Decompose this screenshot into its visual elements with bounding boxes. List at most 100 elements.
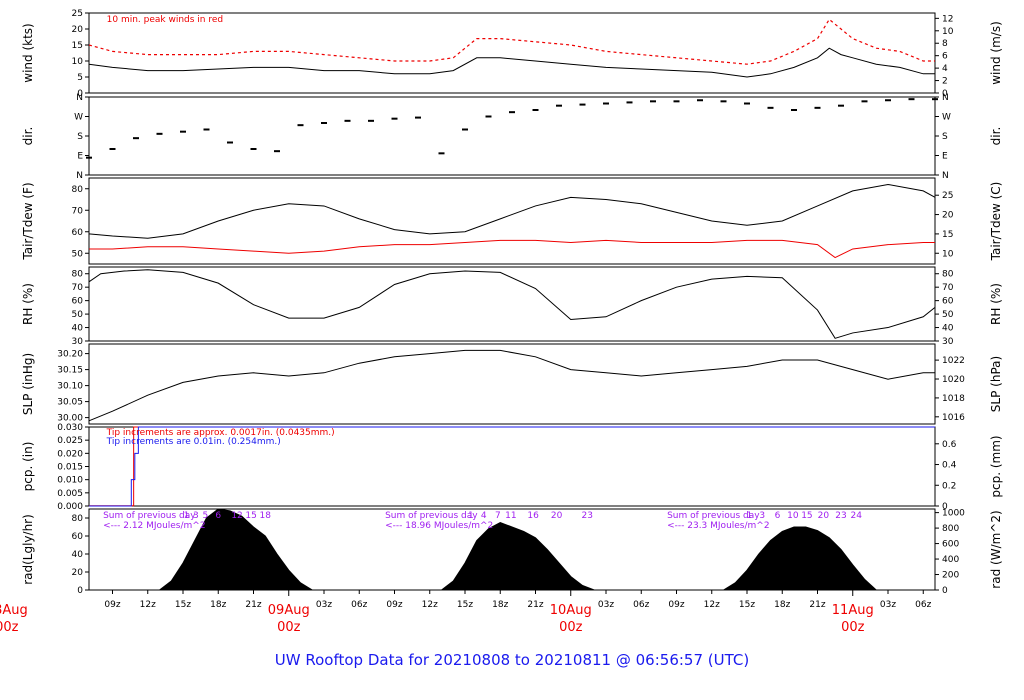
wind-right-tick-label: 4 — [942, 64, 948, 74]
dir-point — [250, 148, 257, 150]
x-day-hour: 00z — [0, 620, 19, 635]
wind-frame — [88, 12, 936, 94]
wind-right-tick-label: 8 — [942, 39, 948, 49]
time-axis: 09z 12z 15z 18z 21z 03z 06z 09z 12z 15z 18z 21z 03z 0… — [0, 590, 932, 635]
rh-left-tick-label: 50 — [72, 310, 84, 320]
dir-point — [603, 102, 609, 105]
wind-left-tick-label: 10 — [72, 57, 84, 67]
x-day-date: 09Aug — [268, 603, 310, 618]
wind-right-tick-label: 10 — [942, 27, 954, 37]
temp-series-tdew — [89, 239, 935, 259]
wind-right-tick-label: 12 — [942, 14, 953, 24]
rh-left-tick-label: 60 — [72, 297, 84, 307]
tip-large-note: Tip increments are 0.01in. (0.254mm.) — [106, 437, 281, 447]
radiation-hour-label: 12 — [231, 511, 242, 521]
pcp-right-tick-label: 0.4 — [942, 461, 957, 471]
x-day-date: 11Aug — [832, 603, 874, 618]
dir-right-tick-label: W — [942, 113, 951, 123]
panel-pcp: 0.000 0.005 0.010 0.015 0.020 0.025 0.030 0 0.2 0… — [21, 423, 1003, 512]
pcp-ylabel-right: pcp. (mm) — [989, 435, 1003, 497]
radiation-sum-value: <--- 18.96 MJoules/m^2 — [385, 521, 493, 531]
x-tick-label: 18z — [210, 600, 226, 610]
dir-point — [744, 102, 750, 105]
radiation-hour-label: 1 — [184, 511, 190, 521]
dir-point — [274, 150, 280, 153]
x-tick-label: 21z — [245, 600, 261, 610]
rh-ylabel: RH (%) — [21, 283, 35, 325]
temp-left-tick-label: 60 — [72, 228, 84, 238]
radiation-hour-label: 1 — [468, 511, 474, 521]
rh-right-tick-label: 40 — [942, 324, 954, 334]
x-tick-label: 09z — [386, 600, 402, 610]
radiation-hour-label: 23 — [835, 511, 846, 521]
x-tick-label: 06z — [915, 600, 931, 610]
rad-right-tick-label: 400 — [942, 555, 959, 565]
radiation-sum-label: Sum of previous day — [385, 511, 478, 521]
temp-right-tick-label: 10 — [942, 249, 954, 259]
rad-area — [158, 508, 315, 591]
rad-right-tick-label: 800 — [942, 524, 959, 534]
x-tick-label: 09z — [104, 600, 120, 610]
slp-left-tick-label: 30.00 — [57, 414, 83, 424]
dir-frame — [88, 96, 936, 176]
dir-left-tick-label: E — [77, 152, 83, 162]
dir-point — [532, 109, 539, 111]
x-tick-label: 15z — [175, 600, 191, 610]
radiation-hour-label: 20 — [818, 511, 830, 521]
dir-point — [626, 101, 633, 104]
dir-point — [650, 100, 656, 103]
dir-point — [767, 106, 774, 109]
radiation-hour-label: 20 — [551, 511, 563, 521]
dir-point — [697, 99, 703, 102]
dir-point — [180, 130, 186, 133]
dir-point — [509, 111, 515, 114]
x-day-hour: 00z — [559, 620, 583, 635]
pcp-left-tick-label: 0.020 — [57, 449, 83, 459]
rh-left-tick-label: 30 — [72, 337, 84, 347]
radiation-sum-value: <--- 2.12 MJoules/m^2 — [103, 521, 205, 531]
x-tick-label: 18z — [774, 600, 790, 610]
dir-point — [415, 116, 421, 119]
dir-point — [838, 104, 844, 107]
dir-point — [462, 128, 468, 131]
slp-right-tick-label: 1018 — [942, 394, 965, 404]
rad-ylabel: rad(Lgly/hr) — [21, 514, 35, 585]
radiation-hour-label: 10 — [787, 511, 799, 521]
panel-rh: 30 40 50 60 70 80 30 40 50 60 70 80 RH (%) RH (%) — [21, 266, 1003, 347]
dir-point — [109, 148, 116, 150]
dir-point — [227, 141, 233, 144]
temp-series-tair — [88, 183, 936, 239]
slp-right-tick-label: 1022 — [942, 356, 965, 366]
rad-left-tick-label: 60 — [72, 532, 84, 542]
rh-right-tick-label: 50 — [942, 310, 954, 320]
dir-point — [438, 152, 445, 155]
radiation-hour-label: 24 — [851, 511, 863, 521]
x-day-date: 10Aug — [550, 603, 592, 618]
x-tick-label: 12z — [704, 600, 720, 610]
dir-point — [814, 106, 821, 109]
dir-right-tick-label: N — [942, 93, 949, 103]
rh-series-rh — [88, 269, 936, 339]
pcp-right-tick-label: 0.2 — [942, 481, 956, 491]
temp-ylabel-right: Tair/Tdew (C) — [989, 182, 1003, 262]
radiation-hour-label: 11 — [505, 511, 516, 521]
slp-ylabel: SLP (inHg) — [21, 353, 35, 415]
radiation-sum-label: Sum of previous day — [667, 511, 760, 521]
wind-ylabel: wind (kts) — [21, 23, 35, 82]
dir-point — [321, 122, 327, 124]
dir-point — [156, 132, 163, 135]
dir-point — [932, 98, 938, 101]
rad-left-tick-label: 0 — [77, 586, 83, 596]
rh-left-tick-label: 70 — [72, 283, 84, 293]
radiation-hour-label: 7 — [495, 511, 501, 521]
wind-left-tick-label: 20 — [72, 25, 84, 35]
rad-area — [721, 526, 878, 591]
radiation-hour-label: 15 — [801, 511, 812, 521]
pcp-ylabel: pcp. (in) — [21, 442, 35, 492]
dir-left-tick-label: S — [77, 132, 83, 142]
radiation-hour-label: 15 — [245, 511, 256, 521]
dir-point — [344, 119, 351, 122]
wind-right-tick-label: 2 — [942, 77, 948, 87]
pcp-left-tick-label: 0.025 — [57, 436, 83, 446]
dir-left-tick-label: N — [76, 171, 83, 181]
